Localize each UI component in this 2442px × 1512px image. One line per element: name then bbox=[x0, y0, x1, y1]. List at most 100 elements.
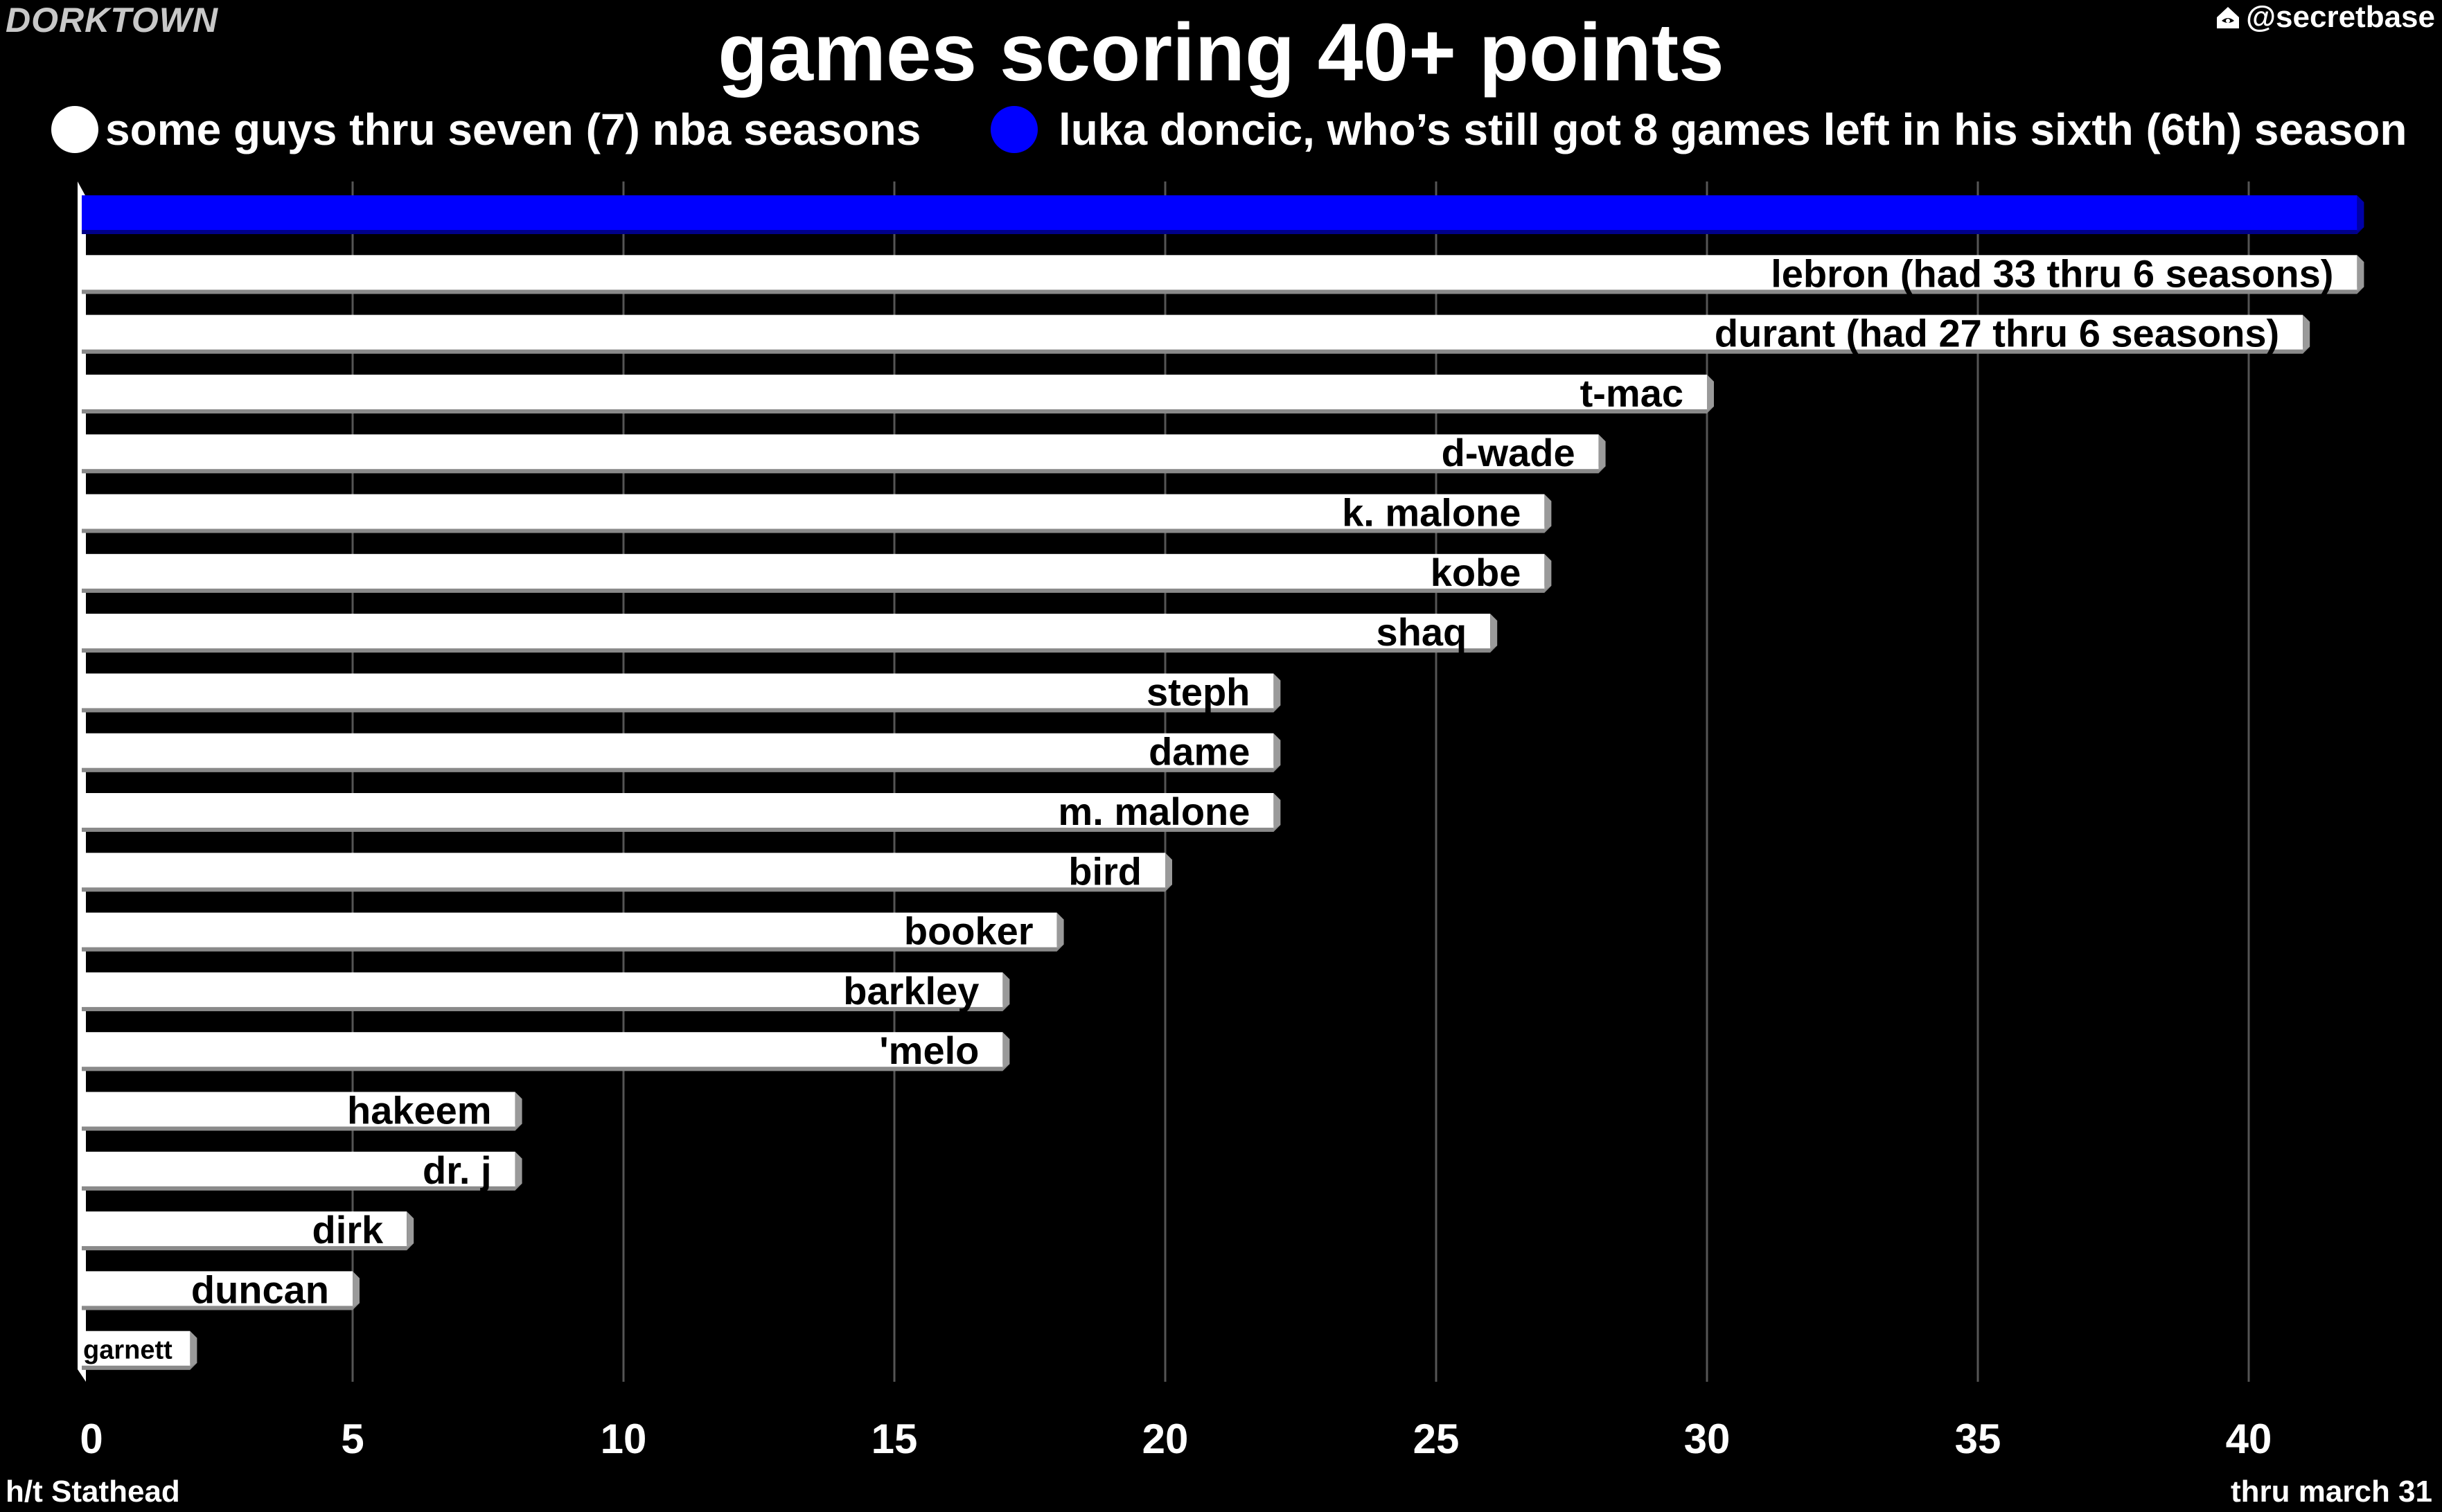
bar-player: lebron (had 33 thru 6 seasons) bbox=[82, 251, 2364, 295]
bar-side bbox=[407, 1211, 414, 1248]
x-tick-label: 25 bbox=[1413, 1416, 1460, 1462]
bar-face bbox=[82, 494, 1545, 531]
bar-edge bbox=[82, 1306, 353, 1310]
y-axis-line bbox=[78, 181, 86, 1382]
bar-player: kobe bbox=[82, 551, 1552, 594]
bar-edge bbox=[82, 1246, 407, 1251]
bar-label: garnett bbox=[83, 1336, 172, 1365]
bar-side bbox=[1002, 972, 1010, 1008]
bar-edge bbox=[82, 828, 1274, 832]
legend-label-luka: luka doncic, who’s still got 8 games lef… bbox=[1059, 105, 2407, 154]
bar-player: duncan bbox=[82, 1268, 360, 1311]
home-icon bbox=[2217, 7, 2240, 28]
legend-label-others: some guys thru seven (7) nba seasons bbox=[105, 105, 921, 154]
bar-face bbox=[82, 374, 1707, 411]
bar-player: dame bbox=[82, 730, 1281, 774]
bar-label: m. malone bbox=[1058, 790, 1250, 833]
bar-edge bbox=[82, 588, 1545, 593]
bar-label: hakeem bbox=[347, 1089, 492, 1132]
legend-item-others: some guys thru seven (7) nba seasons bbox=[51, 104, 921, 155]
bar-face bbox=[82, 912, 1057, 949]
legend-item-luka: luka doncic, who’s still got 8 games lef… bbox=[991, 104, 2407, 155]
bar-side bbox=[515, 1151, 522, 1188]
bar-side bbox=[1598, 434, 1606, 471]
bar-label: 'melo bbox=[879, 1029, 979, 1072]
x-tick-label: 20 bbox=[1142, 1416, 1189, 1462]
bar-player: booker bbox=[82, 909, 1064, 953]
bar-face bbox=[82, 1211, 407, 1248]
bar-face bbox=[82, 1032, 1003, 1069]
bar-face bbox=[82, 195, 2357, 231]
x-axis-ticks: 0 5 10 15 20 25 30 35 40 bbox=[80, 1416, 2272, 1462]
bar-side bbox=[2303, 314, 2310, 351]
bar-face bbox=[82, 553, 1545, 590]
bar-edge bbox=[82, 887, 1165, 892]
bar-side bbox=[1056, 912, 1064, 949]
source-note: h/t Stathead bbox=[6, 1475, 180, 1509]
bar-edge bbox=[82, 1365, 191, 1370]
bar-edge bbox=[82, 349, 2303, 354]
bar-side bbox=[1490, 614, 1498, 650]
bar-edge bbox=[82, 1006, 1003, 1011]
bar-side bbox=[353, 1271, 360, 1308]
bar-label: dr. j bbox=[423, 1148, 492, 1192]
bar-edge bbox=[82, 290, 2357, 294]
bar-edge bbox=[82, 1126, 515, 1131]
bar-edge bbox=[82, 947, 1057, 952]
x-tick-label: 35 bbox=[1955, 1416, 2001, 1462]
bars-group: lebron (had 33 thru 6 seasons) durant (ha… bbox=[82, 195, 2364, 1370]
bar-face bbox=[82, 255, 2357, 292]
social-handle: @secretbase bbox=[2214, 0, 2435, 35]
bar-edge bbox=[82, 767, 1274, 772]
legend-swatch-white bbox=[51, 106, 98, 153]
bar-side bbox=[515, 1092, 522, 1128]
bar-player: garnett bbox=[82, 1331, 197, 1370]
brand-logo: DORKTOWN bbox=[6, 1, 219, 39]
bar-side bbox=[1002, 1032, 1010, 1069]
bar-player: 'melo bbox=[82, 1029, 1010, 1072]
bar-player: d-wade bbox=[82, 431, 1606, 474]
bar-label: barkley bbox=[843, 969, 979, 1013]
bar-face bbox=[82, 614, 1491, 650]
bar-label: dirk bbox=[312, 1208, 384, 1252]
bar-face bbox=[82, 1331, 191, 1367]
bar-side bbox=[1165, 853, 1172, 889]
bar-side bbox=[1544, 494, 1552, 531]
bar-side bbox=[190, 1331, 197, 1367]
bar-label: kobe bbox=[1431, 551, 1521, 594]
bar-label: d-wade bbox=[1442, 431, 1575, 474]
bar-edge bbox=[82, 1067, 1003, 1071]
bar-player: hakeem bbox=[82, 1089, 522, 1132]
x-tick-label: 30 bbox=[1684, 1416, 1731, 1462]
bar-label: t-mac bbox=[1580, 371, 1683, 415]
bar-face bbox=[82, 853, 1165, 889]
bar-label: shaq bbox=[1376, 610, 1467, 654]
legend-swatch-blue bbox=[991, 106, 1038, 153]
bar-label: k. malone bbox=[1342, 491, 1521, 535]
bar-label: bird bbox=[1068, 849, 1142, 893]
handle-text: @secretbase bbox=[2246, 0, 2435, 34]
bar-label: dame bbox=[1149, 730, 1250, 774]
y-axis-wall bbox=[78, 181, 86, 1382]
bar-side bbox=[1273, 673, 1281, 710]
grid-lines bbox=[351, 181, 2250, 1382]
bar-face bbox=[82, 793, 1274, 829]
x-tick-label: 10 bbox=[601, 1416, 647, 1462]
bar-edge bbox=[82, 469, 1599, 474]
bar-face bbox=[82, 434, 1599, 471]
bar-face bbox=[82, 314, 2303, 351]
bar-player: shaq bbox=[82, 610, 1498, 654]
bar-edge bbox=[82, 409, 1707, 413]
bar-label: lebron (had 33 thru 6 seasons) bbox=[1771, 251, 2333, 295]
bar-player: durant (had 27 thru 6 seasons) bbox=[82, 312, 2310, 355]
bar-edge bbox=[82, 708, 1274, 713]
bar-label: durant (had 27 thru 6 seasons) bbox=[1715, 312, 2279, 355]
bar-side bbox=[1544, 553, 1552, 590]
chart-title: games scoring 40+ points bbox=[718, 7, 1724, 98]
bar-side bbox=[1707, 374, 1714, 411]
bar-player: steph bbox=[82, 670, 1281, 713]
bar-side bbox=[1273, 793, 1281, 829]
bar-face bbox=[82, 972, 1003, 1008]
x-tick-label: 40 bbox=[2226, 1416, 2272, 1462]
